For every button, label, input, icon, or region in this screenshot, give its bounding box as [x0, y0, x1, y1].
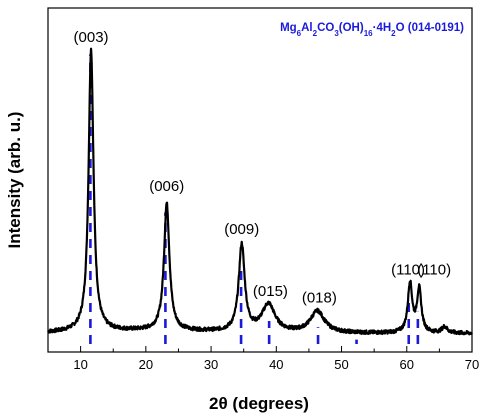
peak-labels: (003) (006) (009) (015) (018) (110)(110) [74, 29, 452, 306]
peak-label: (006) [149, 178, 184, 195]
reference-legend: Mg6Al2CO3(OH)16·4H2O (014-0191) [280, 22, 464, 38]
y-axis-title: Intensity (arb. u.) [5, 112, 24, 249]
x-tick-label: 70 [465, 357, 479, 372]
x-axis-title: 2θ (degrees) [209, 394, 309, 413]
x-tick-label: 10 [73, 357, 87, 372]
x-tick-label: 40 [269, 357, 283, 372]
peak-label: (009) [224, 221, 259, 238]
peak-label: (110) [417, 262, 451, 279]
reference-lines [89, 54, 420, 344]
peak-label: (003) [74, 29, 109, 46]
peak-label: (110) [391, 262, 425, 279]
x-axis-ticks: 10 20 30 40 50 60 70 [47, 346, 479, 372]
plot-frame [47, 7, 473, 353]
x-tick-label: 20 [139, 357, 153, 372]
peak-label: (015) [253, 283, 288, 300]
x-tick-label: 50 [334, 357, 348, 372]
xrd-pattern-layer [47, 47, 473, 336]
xrd-pattern-line [47, 47, 473, 336]
plot-border [47, 7, 473, 353]
x-tick-label: 30 [204, 357, 218, 372]
peak-label: (018) [302, 289, 337, 306]
x-tick-label: 60 [400, 357, 414, 372]
